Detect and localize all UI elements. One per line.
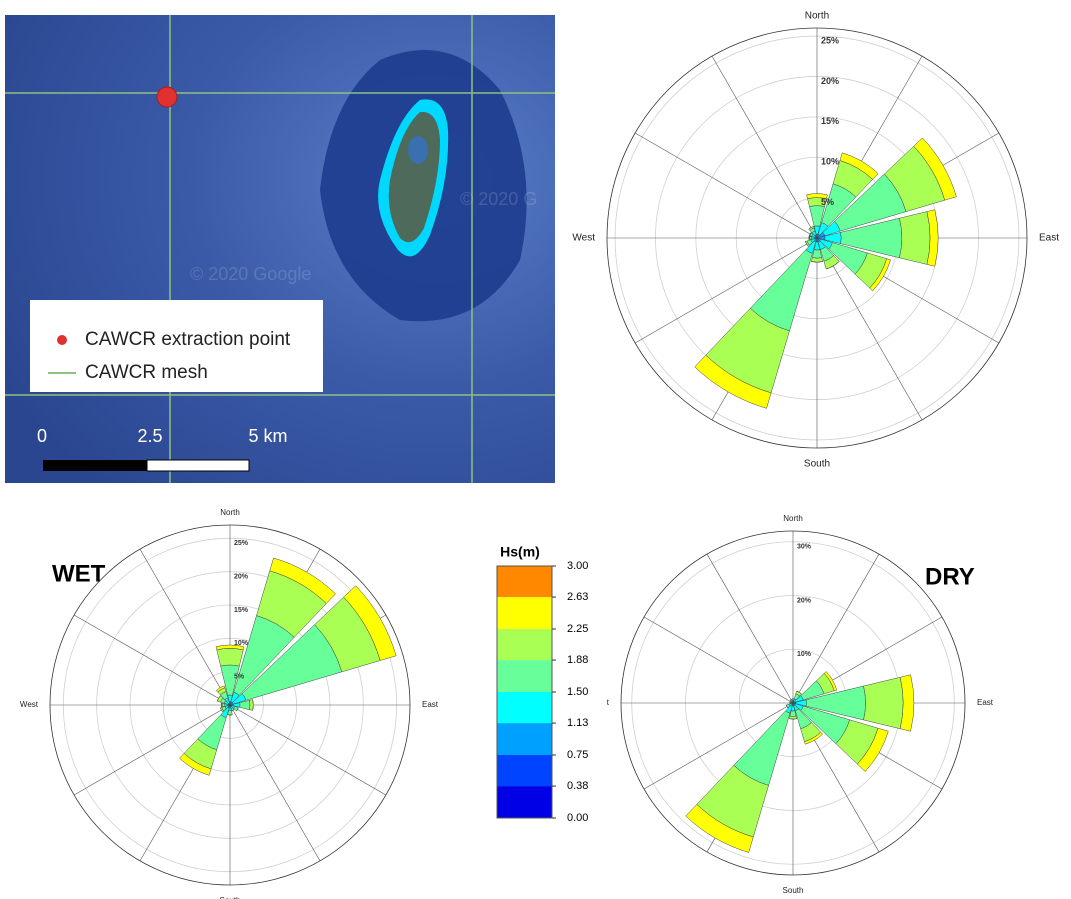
colorbar-tick-label: 1.13 — [567, 717, 588, 729]
scale-label: 0 — [37, 426, 47, 446]
r-tick-label: 25% — [821, 35, 839, 45]
colorbar-tick-label: 2.63 — [567, 591, 588, 603]
legend-marker — [57, 335, 67, 345]
extraction-point — [157, 87, 177, 107]
r-tick-label: 15% — [821, 116, 839, 126]
colorbar-band — [497, 660, 552, 692]
r-tick-label: 20% — [797, 597, 812, 604]
direction-label: South — [804, 459, 830, 470]
colorbar-band — [497, 723, 552, 755]
r-tick-label: 20% — [821, 76, 839, 86]
direction-label: t — [607, 698, 610, 707]
rose-segment — [812, 250, 821, 258]
lagoon — [408, 136, 428, 164]
direction-label: East — [977, 698, 994, 707]
r-tick-label: 20% — [234, 574, 249, 581]
colorbar-band — [497, 755, 552, 786]
rose-segment — [217, 648, 243, 666]
rose-segment — [864, 677, 904, 728]
colorbar-band — [497, 692, 552, 723]
direction-label: North — [220, 508, 240, 517]
r-tick-label: 10% — [797, 651, 812, 658]
rose-segment — [790, 711, 796, 717]
colorbar-title: Hs(m) — [500, 544, 540, 560]
r-tick-label: 10% — [234, 640, 249, 647]
r-tick-label: 25% — [234, 540, 249, 547]
map: © 2020 Google © 2020 G CAWCR extraction … — [5, 15, 555, 483]
direction-label: West — [20, 700, 39, 709]
r-tick-label: 10% — [821, 157, 839, 167]
scale-label: 5 km — [248, 426, 287, 446]
colorbar-tick-label: 2.25 — [567, 623, 588, 635]
direction-label: South — [783, 886, 804, 895]
r-tick-label: 30% — [797, 544, 812, 551]
direction-label: West — [572, 233, 595, 244]
colorbar-band — [497, 786, 552, 818]
figure: © 2020 Google © 2020 G CAWCR extraction … — [0, 0, 1071, 899]
direction-label: East — [1039, 233, 1059, 244]
legend-label: CAWCR extraction point — [85, 329, 291, 350]
chart-title: DRY — [925, 563, 975, 590]
r-tick-label: 5% — [234, 674, 245, 681]
direction-label: East — [422, 700, 439, 709]
rose-segment — [811, 258, 822, 263]
colorbar-tick-label: 0.00 — [567, 812, 588, 824]
watermark: © 2020 G — [460, 189, 537, 209]
scale-bar — [147, 460, 249, 471]
chart-title: WET — [52, 560, 106, 587]
colorbar-band — [497, 597, 552, 629]
watermark: © 2020 Google — [190, 264, 311, 284]
colorbar-band — [497, 566, 552, 597]
colorbar-band — [497, 629, 552, 660]
direction-label: North — [805, 11, 829, 22]
colorbar-tick-label: 0.75 — [567, 749, 588, 761]
legend-label: CAWCR mesh — [85, 362, 208, 383]
r-tick-label: 5% — [821, 197, 834, 207]
colorbar-tick-label: 1.88 — [567, 654, 588, 666]
scale-label: 2.5 — [137, 426, 162, 446]
r-tick-label: 15% — [234, 607, 249, 614]
colorbar-tick-label: 0.38 — [567, 780, 588, 792]
rose-segment — [249, 700, 253, 711]
direction-label: North — [783, 514, 803, 523]
colorbar-tick-label: 3.00 — [567, 560, 588, 572]
colorbar-tick-label: 1.50 — [567, 686, 588, 698]
scale-bar — [43, 460, 147, 471]
page: © 2020 Google © 2020 G CAWCR extraction … — [0, 0, 1071, 899]
rose-segment — [899, 212, 930, 265]
